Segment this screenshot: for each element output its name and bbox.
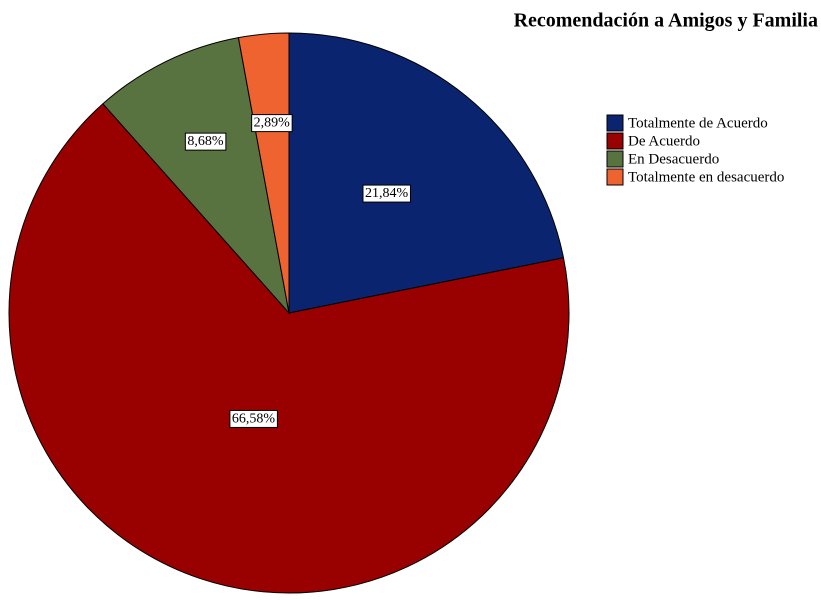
data-label-text: 8,68%: [187, 134, 224, 149]
pie-slice: [8, 103, 570, 594]
data-label-text: 21,84%: [365, 186, 409, 201]
data-label-box: [251, 114, 293, 133]
chart-title: Recomendación a Amigos y Familia: [514, 10, 818, 32]
data-label: 8,68%: [184, 132, 227, 151]
legend-swatch: [606, 150, 624, 168]
data-label: 66,58%: [229, 409, 278, 428]
data-label-text: 2,89%: [254, 116, 291, 131]
data-label-text: 66,58%: [232, 411, 276, 426]
legend-label: Totalmente de Acuerdo: [628, 115, 768, 131]
data-label-box: [229, 409, 278, 428]
legend-label: En Desacuerdo: [628, 151, 719, 167]
pie-slice: [237, 32, 290, 314]
legend-swatch: [606, 114, 624, 132]
legend-swatch: [606, 168, 624, 186]
data-label-box: [362, 184, 411, 203]
pie-slice: [102, 37, 290, 315]
legend-swatch: [606, 132, 624, 150]
data-label: 2,89%: [251, 114, 293, 133]
data-label: 21,84%: [362, 184, 411, 203]
legend-label: Totalmente en desacuerdo: [628, 169, 784, 185]
data-label-box: [184, 132, 227, 151]
legend-label: De Acuerdo: [628, 133, 700, 149]
pie-slice: [288, 32, 565, 314]
